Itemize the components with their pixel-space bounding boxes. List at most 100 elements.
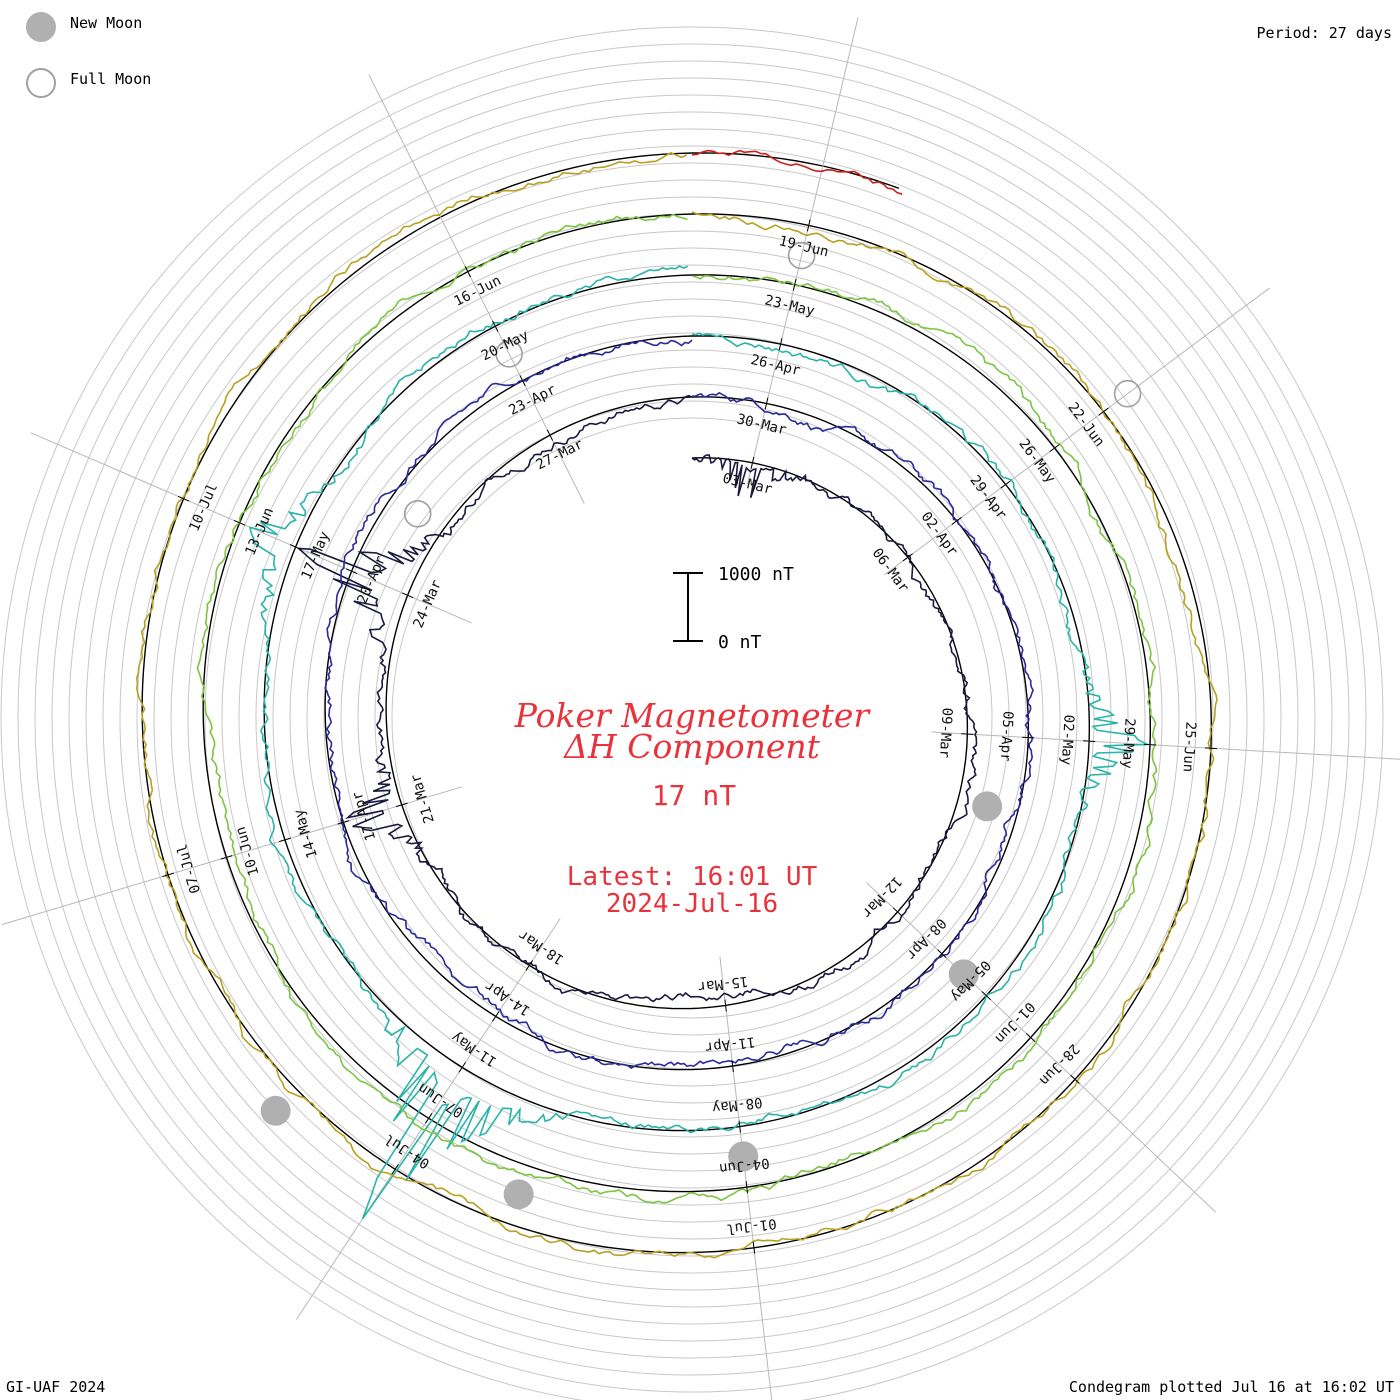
tick-mark [961, 733, 974, 735]
full-moon-marker [1113, 379, 1142, 408]
grid-circle [357, 383, 1027, 1053]
tick-label: 01-Jul [725, 1215, 777, 1237]
tick-label: 15-Mar [697, 973, 749, 995]
tick-mark [731, 1059, 734, 1073]
tick-mark [1144, 743, 1157, 746]
scale-bar-top-label: 1000 nT [718, 564, 794, 585]
full-moon-marker [787, 241, 816, 270]
series-line [324, 339, 1034, 1070]
tick-mark [745, 1181, 749, 1194]
tick-label: 19-Jun [777, 233, 830, 260]
series-line [135, 151, 1218, 1259]
tick-mark [1025, 1033, 1036, 1042]
tick-mark [519, 375, 526, 387]
tick-label: 01-Jun [992, 999, 1038, 1047]
tick-mark [1000, 480, 1011, 489]
legend-full-moon-label: Full Moon [70, 70, 152, 88]
new-moon-marker [503, 1179, 534, 1210]
tick-mark [279, 837, 291, 843]
tick-mark [778, 338, 783, 351]
tick-label: 20-Apr [354, 554, 389, 607]
tick-label: 21-Mar [408, 772, 438, 825]
tick-label: 07-Jul [174, 842, 204, 895]
tick-label: 23-May [763, 292, 816, 319]
tick-mark [464, 266, 471, 278]
grid-circle [17, 43, 1367, 1393]
tick-mark [492, 1011, 500, 1022]
new-moon-marker [260, 1095, 291, 1126]
tick-mark [937, 949, 947, 959]
grid-circle [289, 315, 1095, 1121]
spoke-line [931, 731, 1400, 760]
grid-circle [0, 26, 1384, 1400]
series-line [248, 265, 1148, 1220]
chart-subtitle: ΔH Component [562, 727, 821, 766]
moon-layer [260, 241, 1142, 1210]
grid-circle [221, 247, 1163, 1189]
series-line [196, 213, 1158, 1204]
tick-mark [1083, 740, 1096, 742]
tick-mark [792, 278, 797, 291]
tick-label: 27-Mar [534, 436, 586, 473]
grid-circle [170, 196, 1214, 1240]
tick-mark [546, 429, 554, 441]
full-moon-icon [26, 68, 56, 98]
tick-label: 12-Mar [858, 873, 904, 921]
tick-mark [724, 999, 727, 1012]
tick-mark [902, 553, 913, 562]
tick-mark [220, 855, 233, 860]
tick-mark [492, 320, 499, 332]
tick-mark [401, 592, 414, 599]
series-layer [135, 149, 1218, 1259]
tick-label: 23-Apr [506, 382, 558, 419]
grid-circle [306, 332, 1078, 1104]
grid-circle [391, 417, 993, 1019]
tick-label: 09-Mar [936, 707, 955, 758]
grid-circle [238, 264, 1146, 1172]
latest-time: Latest: 16:01 UT [567, 862, 818, 892]
tick-mark [1049, 444, 1060, 453]
tick-mark [391, 1163, 399, 1175]
grid-circle [85, 111, 1299, 1325]
grid-circle [136, 162, 1248, 1274]
tick-label: 05-Apr [997, 711, 1016, 762]
tick-mark [345, 568, 358, 575]
tick-mark [458, 1062, 466, 1073]
scale-bar: 1000 nT 0 nT [673, 564, 794, 653]
tick-mark [177, 495, 190, 502]
tick-mark [738, 1120, 741, 1133]
tick-label: 13-Jun [242, 505, 277, 558]
grid-circle [374, 400, 1010, 1036]
tick-mark [1022, 736, 1035, 739]
grid-circle [34, 60, 1350, 1376]
tick-label: 29-Apr [966, 473, 1009, 523]
tick-label: 02-Apr [918, 509, 961, 559]
tick-mark [1204, 747, 1217, 750]
tick-mark [764, 397, 769, 410]
current-value: 17 nT [652, 779, 736, 812]
grid-layer [0, 26, 1384, 1400]
footer-credit: GI-UAF 2024 [6, 1378, 106, 1396]
tick-mark [1098, 407, 1109, 416]
tick-label: 02-May [1058, 714, 1077, 765]
grid-circle [119, 145, 1265, 1291]
grid-circle [102, 128, 1282, 1308]
tick-label: 25-Jun [1180, 721, 1199, 772]
tick-mark [162, 872, 174, 878]
tick-label: 24-Mar [410, 578, 445, 631]
new-moon-marker [972, 791, 1003, 822]
series-line [691, 149, 903, 195]
full-moon-marker [403, 499, 432, 528]
tick-mark [337, 820, 350, 825]
spoke-line [719, 956, 773, 1400]
footer-plotted: Condegram plotted Jul 16 at 16:02 UT [1068, 1378, 1394, 1396]
new-moon-icon [26, 12, 56, 42]
latest-date: 2024-Jul-16 [606, 889, 778, 919]
tick-mark [233, 520, 246, 526]
tick-label: 04-Jun [718, 1154, 770, 1176]
scale-bar-bottom-label: 0 nT [718, 632, 762, 653]
spoke-line [884, 287, 1270, 576]
grid-circle [323, 349, 1061, 1087]
grid-circle [204, 230, 1180, 1206]
period-label: Period: 27 days [1256, 24, 1392, 42]
